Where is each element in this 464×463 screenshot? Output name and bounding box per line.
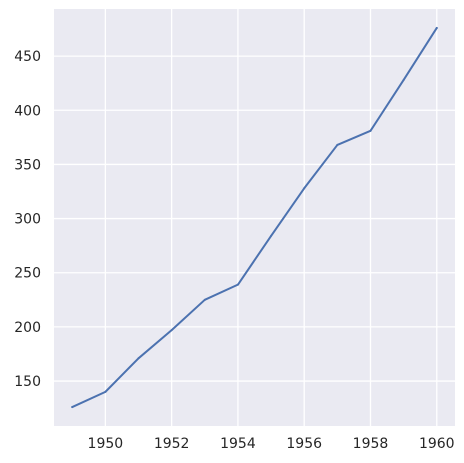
plot-area [54, 9, 455, 426]
x-tick-label: 1958 [353, 436, 389, 452]
data-point [104, 390, 107, 393]
y-tick-label: 300 [14, 212, 41, 228]
series-points [71, 26, 438, 409]
data-point [170, 329, 173, 332]
x-tick-label: 1952 [154, 436, 190, 452]
y-tick-label: 450 [14, 49, 41, 65]
y-tick-labels: 150 200 250 300 350 400 450 [14, 49, 41, 390]
y-tick-label: 150 [14, 374, 41, 390]
data-point [303, 187, 306, 190]
series-line [71, 26, 438, 409]
data-point [369, 129, 372, 132]
x-tick-label: 1960 [419, 436, 455, 452]
data-point [270, 234, 273, 237]
y-gridlines [54, 55, 455, 382]
y-tick-label: 200 [14, 320, 41, 336]
x-tick-labels: 1950 1952 1954 1956 1958 1960 [88, 436, 455, 452]
data-point [137, 357, 140, 360]
y-tick-label: 250 [14, 266, 41, 282]
x-tick-label: 1950 [88, 436, 124, 452]
y-tick-label: 400 [14, 103, 41, 119]
y-tick-label: 350 [14, 157, 41, 173]
x-tick-label: 1954 [220, 436, 256, 452]
x-tick-label: 1956 [286, 436, 322, 452]
data-point [435, 26, 438, 29]
data-point [236, 283, 239, 286]
x-gridlines [104, 9, 438, 426]
data-point [402, 78, 405, 81]
data-point [203, 298, 206, 301]
data-point [336, 143, 339, 146]
data-point [71, 406, 74, 409]
